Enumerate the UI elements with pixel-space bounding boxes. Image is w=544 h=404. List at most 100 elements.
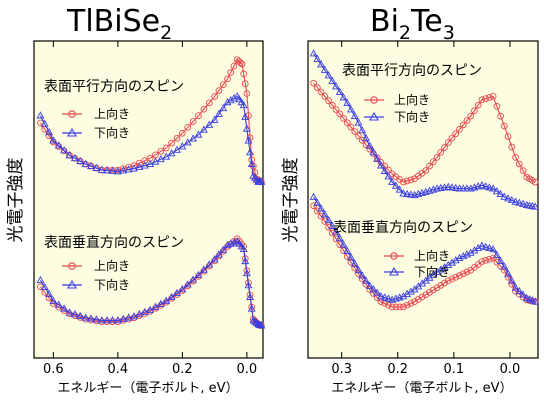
data-point-up xyxy=(489,254,497,262)
data-point-down xyxy=(205,260,214,268)
data-point-up xyxy=(310,79,317,87)
data-point-down xyxy=(477,181,486,189)
data-point-down xyxy=(489,245,498,253)
data-point-down xyxy=(504,269,513,277)
data-point-down xyxy=(399,189,408,197)
data-point-up xyxy=(403,177,411,185)
right-plot-frame xyxy=(307,40,539,359)
data-point-up xyxy=(173,134,181,142)
data-point-up xyxy=(388,303,396,311)
legend-down-marker xyxy=(369,111,379,121)
data-point-down xyxy=(448,183,456,191)
data-point-down xyxy=(451,183,460,191)
data-point-up xyxy=(195,112,202,119)
data-point-up xyxy=(215,87,223,94)
data-point-down xyxy=(373,154,382,162)
data-point-down xyxy=(470,246,479,254)
data-point-down xyxy=(214,109,223,117)
data-point-up xyxy=(437,149,445,156)
data-point-down xyxy=(183,280,192,288)
data-point-down xyxy=(391,181,400,189)
data-point-down xyxy=(455,184,464,192)
data-point-down xyxy=(45,127,54,136)
data-point-up xyxy=(396,303,403,311)
data-point-down xyxy=(242,268,251,277)
data-point-down xyxy=(239,100,248,109)
data-point-down xyxy=(507,276,516,284)
data-point-up xyxy=(422,167,430,174)
data-point-down xyxy=(451,256,460,264)
data-point-down xyxy=(347,253,355,261)
data-point-up xyxy=(441,144,448,151)
data-point-up xyxy=(332,106,340,113)
x-tick-label: 0.4 xyxy=(108,362,129,377)
data-point-down xyxy=(504,194,513,202)
data-point-down xyxy=(362,133,370,141)
data-point-down xyxy=(515,198,524,206)
data-point-up xyxy=(310,202,317,210)
left-panel-title: TlBiSe2 xyxy=(66,4,172,44)
data-point-down xyxy=(189,275,198,283)
data-point-down xyxy=(531,202,540,210)
right-upper-caption: 表面平行方向のスピン xyxy=(342,63,482,79)
data-point-up xyxy=(403,301,411,309)
data-point-down xyxy=(124,165,133,173)
data-point-down xyxy=(496,189,505,198)
data-point-up xyxy=(452,130,460,138)
data-point-up xyxy=(184,124,192,131)
data-point-down xyxy=(317,204,326,212)
data-point-up xyxy=(321,218,329,225)
data-point-up xyxy=(433,154,441,161)
data-point-up xyxy=(411,298,418,306)
data-point-up xyxy=(237,59,244,66)
data-point-up xyxy=(456,125,463,133)
data-point-down xyxy=(92,163,101,171)
right-x-axis-label: エネルギー（電子ボルト, eV） xyxy=(331,381,512,396)
data-point-down xyxy=(485,183,494,191)
data-point-up xyxy=(448,134,456,142)
data-point-up xyxy=(463,117,471,124)
data-point-down xyxy=(373,288,382,296)
data-point-down xyxy=(87,314,95,322)
data-point-down xyxy=(135,162,144,170)
data-point-down xyxy=(444,182,453,190)
right-panel: Bi2Te3 0.3 0.2 0.1 0.0 表面平行方向のスピン 表面垂直方向のスピ… xyxy=(281,4,540,396)
right-plot-area xyxy=(309,49,540,311)
data-point-down xyxy=(239,244,248,252)
data-point-down xyxy=(210,115,219,123)
data-point-down xyxy=(519,290,528,298)
data-point-up xyxy=(343,119,351,127)
data-point-up xyxy=(471,107,478,115)
data-point-down xyxy=(244,136,253,144)
data-point-up xyxy=(493,258,501,266)
data-point-up xyxy=(381,300,389,307)
data-point-down xyxy=(247,159,256,168)
data-point-up xyxy=(168,139,175,147)
data-point-down xyxy=(70,153,79,162)
data-point-up xyxy=(441,279,448,287)
data-point-up xyxy=(373,294,381,301)
data-point-down xyxy=(320,65,329,73)
data-point-down xyxy=(309,192,318,200)
data-point-up xyxy=(519,167,527,174)
data-point-up xyxy=(459,121,467,129)
data-point-down xyxy=(358,126,367,134)
data-point-up xyxy=(205,99,213,107)
data-point-down xyxy=(226,96,235,104)
data-point-down xyxy=(119,314,128,322)
right-lower-legend: 上向き 下向き xyxy=(384,248,450,279)
data-point-down xyxy=(507,195,516,204)
x-tick-label: 0.1 xyxy=(444,362,465,377)
data-point-down xyxy=(403,189,412,198)
data-point-down xyxy=(335,87,344,95)
data-point-up xyxy=(224,75,231,83)
data-point-up xyxy=(429,286,437,294)
data-point-up xyxy=(136,159,143,167)
data-point-down xyxy=(36,275,45,284)
data-point-up xyxy=(157,148,165,155)
data-point-down xyxy=(347,105,355,113)
data-point-down xyxy=(194,270,203,278)
data-point-down xyxy=(108,166,117,174)
data-point-up xyxy=(459,270,467,278)
data-point-up xyxy=(200,105,208,113)
